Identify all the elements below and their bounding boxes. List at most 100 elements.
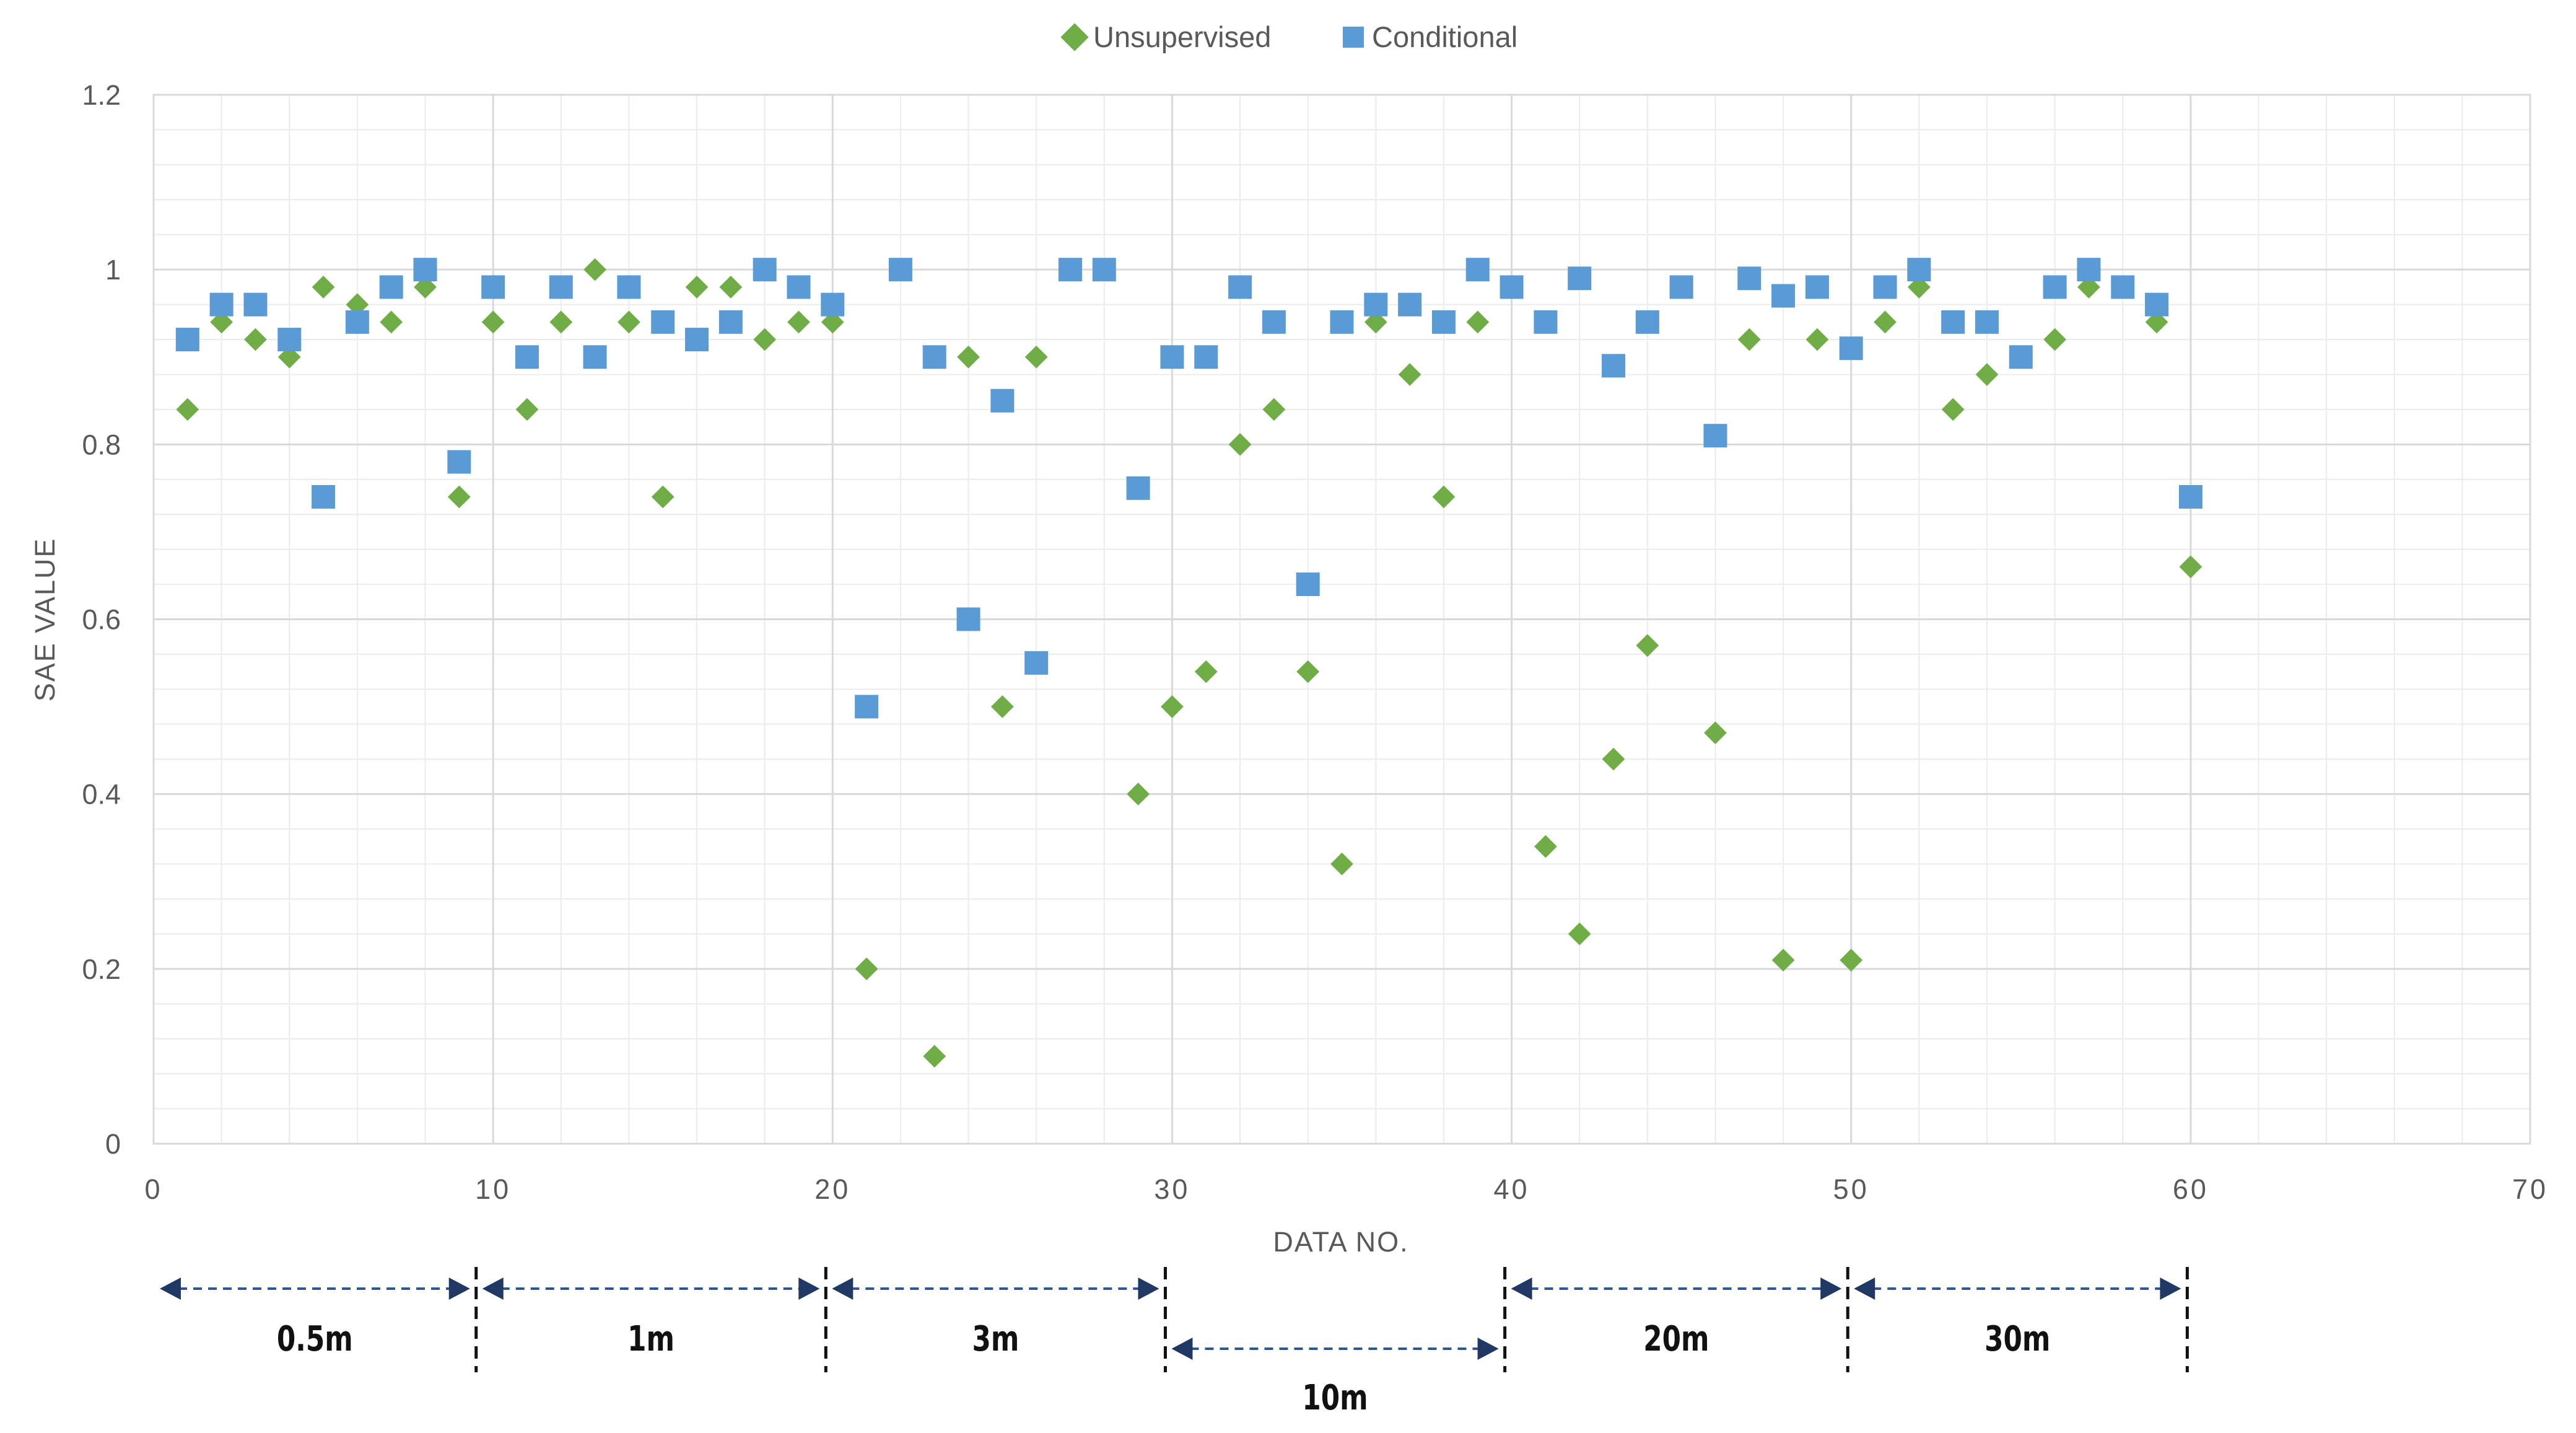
conditional-point: [1669, 275, 1693, 299]
range-arrow-right-icon: [1477, 1338, 1499, 1360]
unsupervised-point: [1330, 852, 1353, 875]
unsupervised-point: [1161, 695, 1184, 718]
conditional-point: [1737, 266, 1762, 291]
unsupervised-point: [380, 310, 403, 334]
unsupervised-point: [1364, 310, 1387, 334]
conditional-point: [753, 258, 777, 282]
unsupervised-point: [1568, 922, 1591, 945]
conditional-point: [821, 292, 845, 317]
unsupervised-point: [1432, 485, 1456, 509]
conditional-point: [617, 275, 641, 299]
series-conditional: [175, 258, 2203, 719]
conditional-point: [1703, 424, 1727, 448]
conditional-point: [1941, 310, 1965, 334]
conditional-point: [1873, 275, 1897, 299]
unsupervised-point: [1602, 747, 1625, 771]
conditional-point: [1907, 258, 1931, 282]
legend: Unsupervised Conditional: [1060, 20, 1517, 53]
conditional-point: [1364, 292, 1388, 317]
conditional-point: [1126, 476, 1150, 500]
unsupervised-point: [515, 398, 539, 421]
conditional-point: [1465, 258, 1490, 282]
conditional-point: [1194, 345, 1218, 369]
conditional-point: [447, 450, 471, 474]
unsupervised-point: [312, 275, 335, 299]
unsupervised-point: [414, 275, 437, 299]
conditional-point: [1771, 284, 1796, 308]
unsupervised-point: [447, 485, 471, 509]
conditional-point: [2178, 484, 2203, 509]
x-tick-label: 20: [814, 1173, 850, 1205]
x-tick-label: 40: [1494, 1173, 1530, 1205]
conditional-point: [1160, 345, 1184, 369]
conditional-point: [243, 292, 268, 317]
range-arrow-right-icon: [448, 1277, 470, 1300]
unsupervised-point: [1805, 328, 1829, 351]
y-tick-label: 0: [105, 1128, 121, 1160]
unsupervised-point: [855, 957, 878, 981]
conditional-point: [2009, 345, 2033, 369]
conditional-point: [1500, 275, 1524, 299]
legend-marker-conditional: [1343, 27, 1364, 48]
unsupervised-point: [176, 398, 199, 421]
conditional-point: [855, 695, 879, 719]
unsupervised-point: [1024, 345, 1048, 369]
legend-label-conditional: Conditional: [1372, 20, 1517, 53]
range-arrow-left-icon: [1511, 1277, 1532, 1300]
unsupervised-point: [618, 310, 640, 334]
y-tick-label: 0.2: [82, 953, 121, 985]
unsupervised-point: [787, 310, 810, 334]
unsupervised-point: [1874, 310, 1897, 334]
legend-marker-unsupervised: [1060, 23, 1089, 51]
range-arrow-right-icon: [1138, 1277, 1159, 1300]
unsupervised-point: [990, 695, 1014, 718]
conditional-point: [1330, 310, 1354, 334]
conditional-point: [345, 310, 369, 334]
range-arrow-left-icon: [1854, 1277, 1875, 1300]
conditional-point: [2111, 275, 2135, 299]
unsupervised-point: [753, 328, 777, 351]
y-axis-title: SAE VALUE: [29, 538, 61, 702]
conditional-point: [888, 258, 912, 282]
unsupervised-point: [1636, 634, 1659, 657]
conditional-point: [1296, 572, 1320, 597]
unsupervised-point: [1534, 835, 1557, 858]
conditional-point: [379, 275, 403, 299]
unsupervised-point: [1941, 398, 1965, 421]
conditional-point: [1635, 310, 1659, 334]
range-label: 10m: [1302, 1377, 1368, 1418]
conditional-point: [956, 607, 980, 631]
x-tick-label: 10: [475, 1173, 511, 1205]
unsupervised-point: [1771, 949, 1795, 972]
unsupervised-point: [481, 310, 505, 334]
conditional-point: [1024, 651, 1049, 675]
unsupervised-point: [1398, 363, 1421, 386]
conditional-point: [718, 310, 743, 334]
range-arrow-left-icon: [832, 1277, 854, 1300]
unsupervised-point: [651, 485, 675, 509]
y-tick-label: 1.2: [82, 79, 121, 111]
y-tick-label: 1: [105, 254, 121, 286]
unsupervised-point: [1262, 398, 1286, 421]
range-arrow-right-icon: [798, 1277, 820, 1300]
unsupervised-point: [1975, 363, 1999, 386]
x-axis-ticks: 0 10 20 30 40 50 60 70: [144, 1173, 2546, 1205]
conditional-point: [175, 328, 199, 352]
range-arrow-right-icon: [1820, 1277, 1842, 1300]
unsupervised-point: [549, 310, 573, 334]
conditional-point: [312, 484, 336, 509]
unsupervised-point: [2145, 310, 2168, 334]
conditional-point: [1805, 275, 1829, 299]
unsupervised-point: [1840, 949, 1863, 972]
range-arrow-left-icon: [1171, 1338, 1193, 1360]
conditional-point: [2043, 275, 2067, 299]
conditional-point: [515, 345, 539, 369]
distance-ranges: 0.5m 1m 3m 10m 20m 30m: [160, 1267, 2189, 1418]
conditional-point: [2077, 258, 2101, 282]
y-tick-label: 0.6: [82, 604, 121, 636]
unsupervised-point: [2043, 328, 2066, 351]
unsupervised-point: [346, 293, 369, 316]
conditional-point: [651, 310, 675, 334]
range-label: 30m: [1984, 1318, 2050, 1359]
conditional-point: [787, 275, 811, 299]
